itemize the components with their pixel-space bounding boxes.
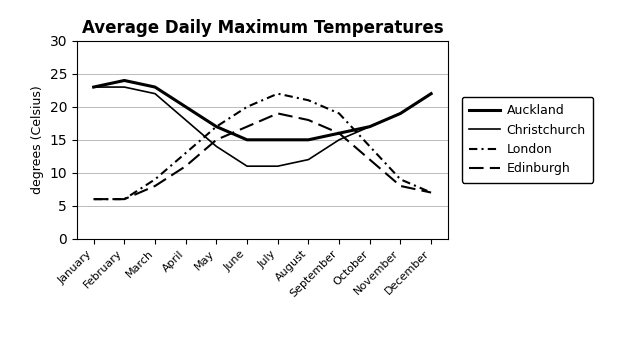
Auckland (397, 112, 404, 116)
Auckland (335, 131, 343, 135)
Christchurch (366, 124, 374, 129)
Edinburgh (428, 191, 435, 195)
Edinburgh (335, 131, 343, 135)
Edinburgh (305, 118, 312, 122)
Auckland (212, 124, 220, 129)
Auckland (366, 124, 374, 129)
Christchurch (182, 118, 189, 122)
London (274, 92, 282, 96)
London (90, 197, 97, 201)
Auckland (243, 138, 251, 142)
Legend: Auckland, Christchurch, London, Edinburgh: Auckland, Christchurch, London, Edinburg… (461, 97, 593, 183)
Line: Edinburgh: Edinburgh (93, 114, 431, 199)
Christchurch (212, 144, 220, 148)
Christchurch (90, 85, 97, 89)
Edinburgh (151, 184, 159, 188)
Christchurch (151, 92, 159, 96)
Line: London: London (93, 94, 431, 199)
Line: Auckland: Auckland (93, 80, 431, 140)
Auckland (151, 85, 159, 89)
London (243, 105, 251, 109)
Auckland (120, 78, 128, 83)
London (120, 197, 128, 201)
Christchurch (428, 92, 435, 96)
Christchurch (243, 164, 251, 168)
Auckland (428, 92, 435, 96)
Christchurch (397, 112, 404, 116)
London (305, 98, 312, 102)
Edinburgh (366, 158, 374, 162)
London (212, 124, 220, 129)
Y-axis label: degrees (Celsius): degrees (Celsius) (31, 86, 44, 194)
Auckland (274, 138, 282, 142)
Auckland (182, 105, 189, 109)
Auckland (305, 138, 312, 142)
Christchurch (305, 158, 312, 162)
Edinburgh (274, 112, 282, 116)
London (182, 151, 189, 155)
Edinburgh (120, 197, 128, 201)
Edinburgh (212, 138, 220, 142)
Christchurch (274, 164, 282, 168)
Edinburgh (90, 197, 97, 201)
London (366, 144, 374, 148)
Line: Christchurch: Christchurch (93, 87, 431, 166)
Christchurch (120, 85, 128, 89)
London (397, 177, 404, 181)
Edinburgh (182, 164, 189, 168)
Title: Average Daily Maximum Temperatures: Average Daily Maximum Temperatures (81, 19, 444, 36)
Christchurch (335, 138, 343, 142)
London (335, 112, 343, 116)
Edinburgh (243, 124, 251, 129)
London (428, 191, 435, 195)
London (151, 177, 159, 181)
Auckland (90, 85, 97, 89)
Edinburgh (397, 184, 404, 188)
